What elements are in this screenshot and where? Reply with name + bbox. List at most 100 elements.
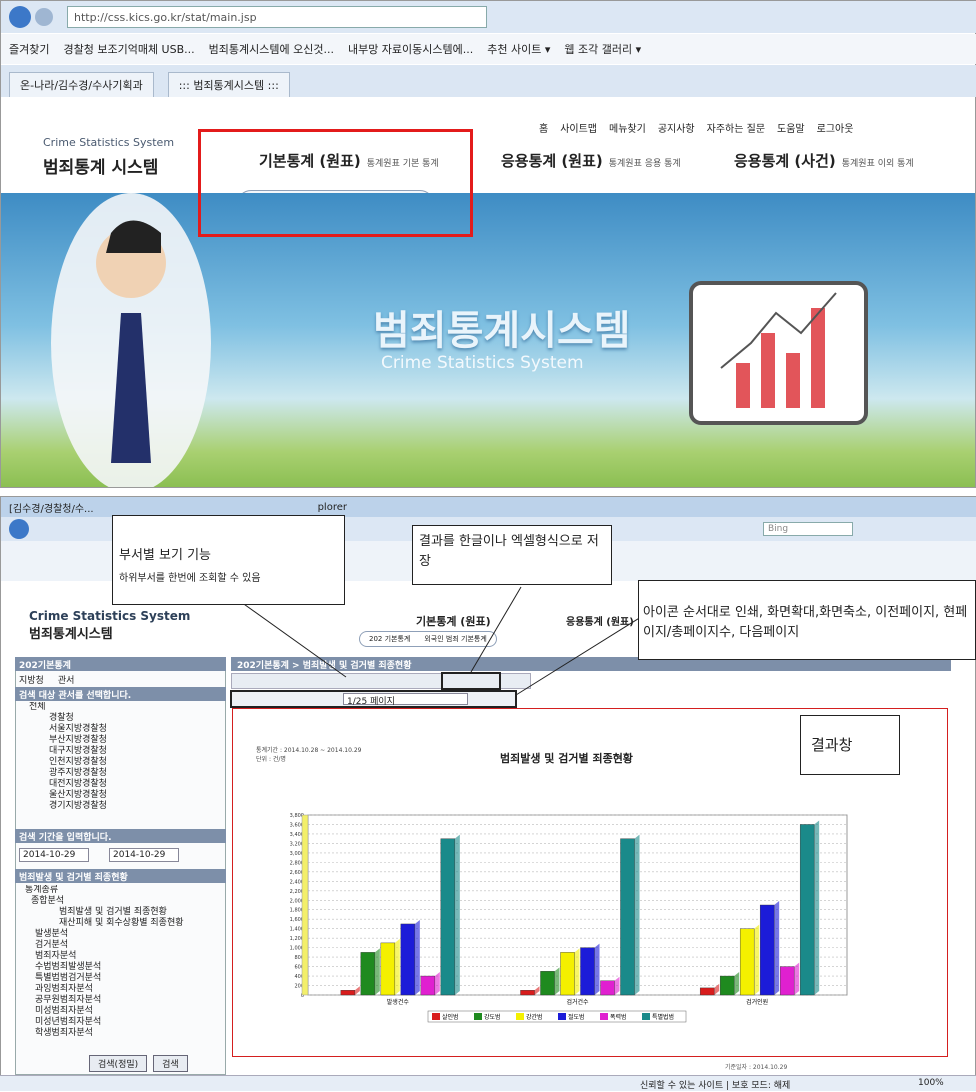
favorite-link[interactable]: 내부망 자료이동시스템에... [348,41,473,57]
office-item[interactable]: 울산지방경찰청 [21,790,221,801]
bar-side [734,972,739,995]
status-bar: 신뢰할 수 있는 사이트 | 보호 모드: 해제 100% [0,1075,976,1091]
office-item[interactable]: 광주지방경찰청 [21,768,221,779]
top-link[interactable]: 자주하는 질문 [707,120,765,135]
favorite-link[interactable]: 경찰청 보조기억매체 USB... [63,41,194,57]
tree-item[interactable]: 발생분석 [21,929,221,940]
radio-option[interactable]: 관서 [58,673,75,686]
office-item[interactable]: 대전지방경찰청 [21,779,221,790]
nav-title: 응용통계 (원표) [501,150,603,171]
nav-item[interactable]: 응용통계 (원표) 통계원표 응용 통계 [501,150,681,171]
bar [361,952,375,995]
radio-option[interactable]: 지방청 [19,673,44,686]
top-link[interactable]: 메뉴찾기 [609,120,646,135]
callout: 아이콘 순서대로 인쇄, 화면확대,화면축소, 이전페이지, 현페이지/총페이지… [638,580,976,660]
tree-item[interactable]: 범죄발생 및 검거별 죄종현황 [21,907,221,918]
submenu-item[interactable]: 외국인 범죄 기본통계 [419,633,491,645]
legend-label: 특별법범 [652,1013,674,1021]
nav-desc: 통계원표 응용 통계 [609,156,681,169]
callout-text: 하위부서를 한번에 조회할 수 있음 [119,569,338,584]
tree-item[interactable]: 미성범죄자분석 [21,1006,221,1017]
nav-item[interactable]: 응용통계 (사건)통계원표 이외 통계 [734,150,914,171]
bar-side [395,939,400,995]
legend-swatch [558,1013,566,1020]
tree-item[interactable]: 공무원범죄자분석 [21,995,221,1006]
y-axis-wall [302,815,308,995]
nav-desc: 통계원표 이외 통계 [842,156,914,169]
logo-ko: 범죄통계 시스템 [43,153,158,178]
bar-side [455,835,460,995]
office-item[interactable]: 경기지방경찰청 [21,801,221,812]
browser-tab[interactable]: ::: 범죄통계시스템 ::: [168,72,290,97]
bar [720,976,734,995]
bar [740,929,754,995]
legend-swatch [600,1013,608,1020]
back-button[interactable] [9,6,31,28]
office-item[interactable]: 인천지방경찰청 [21,757,221,768]
section-header: 검색 대상 관서를 선택합니다. [15,687,226,701]
browser-tab[interactable]: 온-나라/김수경/수사기획과 [9,72,154,97]
office-item[interactable]: 부산지방경찰청 [21,735,221,746]
app-nav[interactable]: 기본통계 (원표) [416,613,491,629]
bar-side [595,944,600,995]
legend-label: 살인범 [442,1013,459,1021]
highlight-box [198,129,473,237]
favorite-link[interactable]: 범죄통계시스템에 오신것... [209,41,334,57]
tree-item[interactable]: 미성년범죄자분석 [21,1017,221,1028]
tree-item[interactable]: 특별법범검거분석 [21,973,221,984]
favorite-link[interactable]: 웹 조각 갤러리 ▾ [564,41,641,57]
x-tick-label: 검거건수 [566,998,589,1006]
date-from[interactable]: 2014-10-29 [19,848,89,862]
button[interactable]: 검색(정밀) [89,1055,147,1072]
office-item[interactable]: 대구지방경찰청 [21,746,221,757]
chart-title: 범죄발생 및 검거별 죄종현황 [500,750,633,766]
callout: 부서별 보기 기능 하위부서를 한번에 조회할 수 있음 [112,515,345,605]
tree-item[interactable]: 재산피해 및 회수상황별 죄종현황 [21,918,221,929]
tree-item[interactable]: 학생범죄자분석 [21,1028,221,1039]
zoom[interactable]: 100% [918,1078,944,1088]
banner: 범죄통계시스템 Crime Statistics System [1,193,975,487]
button[interactable]: 검색 [153,1055,188,1072]
tree-item[interactable]: 검거분석 [21,940,221,951]
report-tree: 통계종류종합분석범죄발생 및 검거별 죄종현황재산피해 및 회수상황별 죄종현황… [21,885,221,1045]
tree-item[interactable]: 통계종류 [21,885,221,896]
top-link[interactable]: 홈 [539,120,548,135]
bar [441,839,455,995]
tree-item[interactable]: 범죄자분석 [21,951,221,962]
pager[interactable]: 1/25 페이지 [343,693,468,705]
top-link[interactable]: 사이트맵 [560,120,597,135]
office-item[interactable]: 경찰청 [21,713,221,724]
legend-swatch [474,1013,482,1020]
bar [760,905,774,995]
tree-item[interactable]: 종합분석 [21,896,221,907]
bar-side [814,820,819,995]
forward-button[interactable] [35,8,53,26]
office-item[interactable]: 서울지방경찰청 [21,724,221,735]
bar-side [774,901,779,995]
top-link[interactable]: 도움말 [777,120,805,135]
address-bar[interactable]: http://css.kics.go.kr/stat/main.jsp [67,6,487,28]
bar [421,976,435,995]
banner-subtitle: Crime Statistics System [381,353,584,373]
legend-label: 절도범 [568,1013,585,1021]
app-nav[interactable]: 응용통계 (원표) [566,613,634,628]
button-group: 검색(정밀) 검색 [89,1055,188,1072]
back-button[interactable] [9,519,29,539]
date-to[interactable]: 2014-10-29 [109,848,179,862]
x-tick-label: 검거인원 [746,998,768,1006]
favorite-link[interactable]: 추천 사이트 ▾ [487,41,550,57]
bar-side [635,835,640,995]
office-item[interactable]: 전체 [21,702,221,713]
top-link[interactable]: 공지사항 [658,120,695,135]
unit: 단위 : 건/명 [256,754,286,763]
bar-side [754,925,759,995]
period: 통계기간 : 2014.10.28 ~ 2014.10.29 [256,745,361,754]
submenu-item[interactable]: 202 기본통계 [364,633,415,645]
tree-item[interactable]: 수법범죄발생분석 [21,962,221,973]
search-box[interactable]: Bing [763,522,853,536]
bar [780,967,794,995]
favorite-link[interactable]: 즐겨찾기 [9,41,49,57]
top-link[interactable]: 로그아웃 [817,120,854,135]
tree-item[interactable]: 과잉범죄자분석 [21,984,221,995]
